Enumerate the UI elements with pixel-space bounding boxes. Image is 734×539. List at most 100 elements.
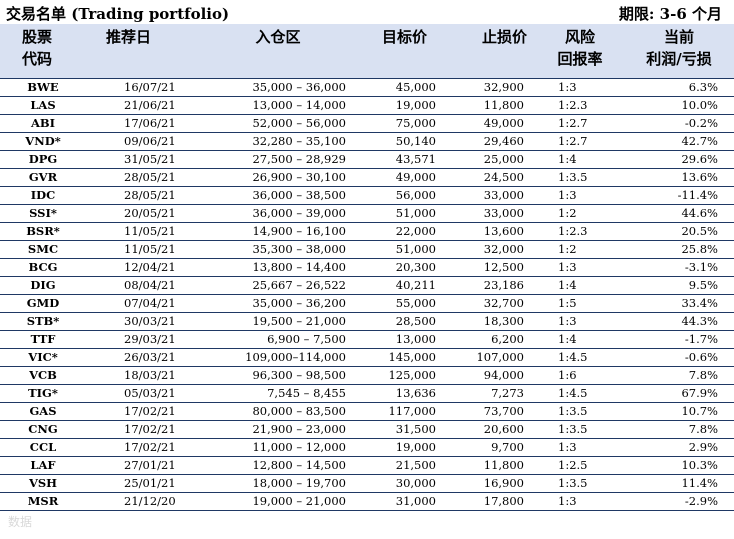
header-label: 入仓区: [255, 28, 301, 46]
cell-ticker: BWE: [0, 78, 86, 97]
cell-stop-loss: 73,700: [448, 402, 536, 421]
cell-recommend-date: 16/07/21: [86, 78, 198, 97]
cell-ticker: ABI: [0, 114, 86, 133]
cell-entry-zone: 11,000 – 12,000: [198, 438, 358, 457]
cell-risk-reward: 1:2.7: [536, 114, 624, 133]
table-row: CCL 17/02/21 11,000 – 12,000 19,000 9,700 1:3…: [0, 438, 734, 457]
cell-recommend-date: 07/04/21: [86, 294, 198, 313]
cell-stop-loss: 11,800: [448, 456, 536, 475]
header-label: 风险: [564, 28, 595, 46]
cell-target-price: 19,000: [358, 96, 448, 115]
cell-entry-zone: 80,000 – 83,500: [198, 402, 358, 421]
cell-entry-zone: 35,000 – 36,200: [198, 294, 358, 313]
cell-recommend-date: 25/01/21: [86, 474, 198, 493]
cell-current-pl: 42.7%: [624, 132, 734, 151]
cell-recommend-date: 17/02/21: [86, 402, 198, 421]
cell-entry-zone: 36,000 – 38,500: [198, 186, 358, 205]
cell-entry-zone: 19,500 – 21,000: [198, 312, 358, 331]
cell-ticker: LAF: [0, 456, 86, 475]
cell-entry-zone: 26,900 – 30,100: [198, 168, 358, 187]
table-row: BSR* 11/05/21 14,900 – 16,100 22,000 13,600 1…: [0, 222, 734, 241]
cell-risk-reward: 1:3.5: [536, 474, 624, 493]
table-row: VIC* 26/03/21 109,000–114,000 145,000 107,00…: [0, 348, 734, 367]
cell-stop-loss: 49,000: [448, 114, 536, 133]
cell-stop-loss: 33,000: [448, 186, 536, 205]
cell-recommend-date: 28/05/21: [86, 186, 198, 205]
table-row: SSI* 20/05/21 36,000 – 39,000 51,000 33,000 1…: [0, 204, 734, 223]
cell-ticker: DIG: [0, 276, 86, 295]
header-label: 当前: [663, 28, 694, 46]
cell-risk-reward: 1:3.5: [536, 420, 624, 439]
header-label: 目标价: [382, 28, 428, 46]
cell-target-price: 56,000: [358, 186, 448, 205]
cell-stop-loss: 29,460: [448, 132, 536, 151]
table-row: VCB 18/03/21 96,300 – 98,500 125,000 94,000 1…: [0, 366, 734, 385]
cell-recommend-date: 28/05/21: [86, 168, 198, 187]
cell-current-pl: -2.9%: [624, 492, 734, 511]
holding-period: 期限: 3-6 个月: [618, 5, 722, 23]
cell-target-price: 21,500: [358, 456, 448, 475]
cell-target-price: 30,000: [358, 474, 448, 493]
cell-ticker: CCL: [0, 438, 86, 457]
portfolio-table-container: 股票 代码 推荐日 入仓区 目标价 止损价 风险 回报率 当前 利润/亏损 BWE 16/07/21…: [0, 24, 734, 511]
cell-current-pl: 33.4%: [624, 294, 734, 313]
cell-entry-zone: 19,000 – 21,000: [198, 492, 358, 511]
cell-risk-reward: 1:2: [536, 204, 624, 223]
cell-risk-reward: 1:2.7: [536, 132, 624, 151]
cell-stop-loss: 6,200: [448, 330, 536, 349]
table-row: SMC 11/05/21 35,300 – 38,000 51,000 32,000 1:…: [0, 240, 734, 259]
cell-ticker: BSR*: [0, 222, 86, 241]
cell-stop-loss: 107,000: [448, 348, 536, 367]
header-label: 利润/亏损: [646, 50, 712, 68]
cell-current-pl: 7.8%: [624, 366, 734, 385]
table-row: MSR 21/12/20 19,000 – 21,000 31,000 17,800 1:…: [0, 492, 734, 511]
cell-target-price: 125,000: [358, 366, 448, 385]
table-row: ABI 17/06/21 52,000 – 56,000 75,000 49,000 1:…: [0, 114, 734, 133]
cell-entry-zone: 96,300 – 98,500: [198, 366, 358, 385]
header-current-pl: 当前利润/亏损: [624, 24, 734, 79]
cell-risk-reward: 1:2: [536, 240, 624, 259]
cell-recommend-date: 17/02/21: [86, 438, 198, 457]
table-row: BWE 16/07/21 35,000 – 36,000 45,000 32,900 1:…: [0, 78, 734, 97]
cell-stop-loss: 9,700: [448, 438, 536, 457]
cell-current-pl: -3.1%: [624, 258, 734, 277]
cell-target-price: 13,636: [358, 384, 448, 403]
cell-risk-reward: 1:4: [536, 330, 624, 349]
cell-entry-zone: 13,800 – 14,400: [198, 258, 358, 277]
table-header-row: 股票 代码 推荐日 入仓区 目标价 止损价 风险 回报率 当前 利润/亏损: [0, 24, 734, 79]
cell-entry-zone: 25,667 – 26,522: [198, 276, 358, 295]
table-row: GAS 17/02/21 80,000 – 83,500 117,000 73,700 1…: [0, 402, 734, 421]
cell-risk-reward: 1:4.5: [536, 348, 624, 367]
cell-recommend-date: 12/04/21: [86, 258, 198, 277]
cell-stop-loss: 12,500: [448, 258, 536, 277]
cell-current-pl: 25.8%: [624, 240, 734, 259]
cell-stop-loss: 17,800: [448, 492, 536, 511]
cell-stop-loss: 25,000: [448, 150, 536, 169]
watermark-logo: 数据: [8, 515, 33, 529]
cell-entry-zone: 35,300 – 38,000: [198, 240, 358, 259]
cell-risk-reward: 1:3: [536, 78, 624, 97]
cell-risk-reward: 1:3: [536, 312, 624, 331]
cell-ticker: VSH: [0, 474, 86, 493]
cell-risk-reward: 1:5: [536, 294, 624, 313]
cell-ticker: VND*: [0, 132, 86, 151]
cell-risk-reward: 1:2.3: [536, 96, 624, 115]
cell-target-price: 55,000: [358, 294, 448, 313]
cell-current-pl: 20.5%: [624, 222, 734, 241]
cell-recommend-date: 17/06/21: [86, 114, 198, 133]
table-row: DIG 08/04/21 25,667 – 26,522 40,211 23,186 1:…: [0, 276, 734, 295]
cell-target-price: 31,000: [358, 492, 448, 511]
cell-ticker: DPG: [0, 150, 86, 169]
cell-stop-loss: 32,000: [448, 240, 536, 259]
cell-target-price: 40,211: [358, 276, 448, 295]
cell-stop-loss: 18,300: [448, 312, 536, 331]
cell-stop-loss: 24,500: [448, 168, 536, 187]
cell-current-pl: 29.6%: [624, 150, 734, 169]
cell-current-pl: 11.4%: [624, 474, 734, 493]
cell-recommend-date: 31/05/21: [86, 150, 198, 169]
table-row: GVR 28/05/21 26,900 – 30,100 49,000 24,500 1:…: [0, 168, 734, 187]
cell-stop-loss: 32,700: [448, 294, 536, 313]
cell-current-pl: 10.7%: [624, 402, 734, 421]
cell-entry-zone: 18,000 – 19,700: [198, 474, 358, 493]
cell-target-price: 45,000: [358, 78, 448, 97]
